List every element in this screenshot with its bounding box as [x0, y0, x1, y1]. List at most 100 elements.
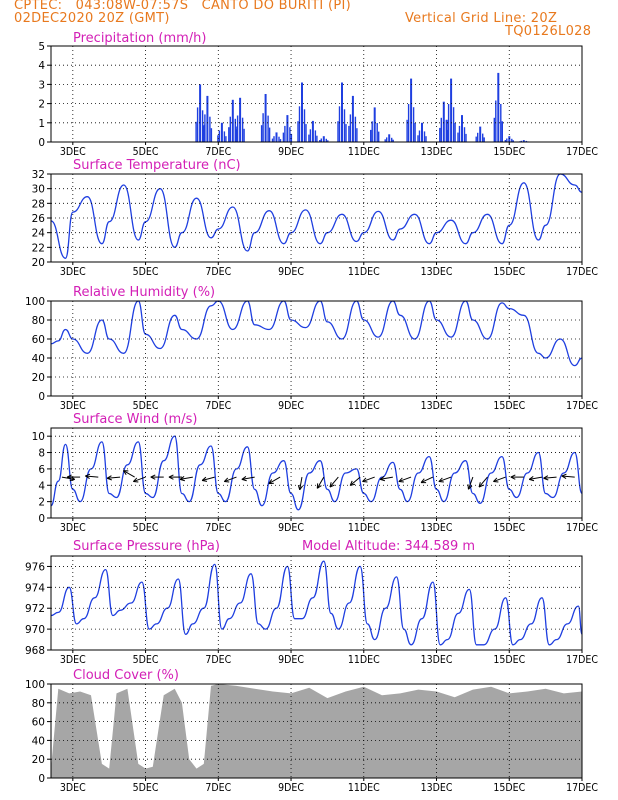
precip-bar — [412, 107, 415, 142]
x-tick-label: 13DEC — [421, 522, 453, 534]
precip-bar — [373, 107, 376, 142]
y-tick-label: 3 — [38, 79, 45, 91]
x-tick-label: 7DEC — [205, 782, 231, 794]
y-tick-label: 30 — [32, 184, 45, 196]
y-tick-label: 24 — [32, 228, 46, 240]
precip-bar — [418, 130, 421, 142]
x-tick-label: 11DEC — [348, 266, 380, 278]
y-tick-label: 26 — [32, 213, 46, 225]
x-tick-label: 13DEC — [421, 146, 453, 158]
y-tick-label: 6 — [38, 464, 45, 476]
precip-bar — [370, 129, 372, 142]
precip-bar — [501, 121, 503, 142]
y-tick-label: 968 — [25, 645, 45, 657]
precip-bar — [243, 128, 245, 142]
y-tick-label: 40 — [32, 735, 45, 747]
panel-pressure: 3DEC 5DEC 7DEC 9DEC 11DEC 13DEC 15DEC 17DEC 968 9… — [25, 539, 598, 666]
y-tick-label: 4 — [38, 60, 45, 72]
wind-arrow — [478, 476, 488, 488]
precip-bar — [508, 136, 511, 142]
precip-bar — [202, 125, 205, 142]
y-tick-label: 0 — [38, 137, 45, 149]
y-tick-label: 60 — [32, 717, 45, 729]
panel-frame — [50, 683, 583, 779]
x-tick-label: 5DEC — [133, 266, 159, 278]
precip-bar — [206, 95, 209, 142]
precip-bar — [284, 125, 286, 142]
precip-bar — [286, 115, 289, 142]
x-tick-label: 11DEC — [348, 400, 380, 412]
cloud-area — [51, 684, 582, 778]
x-tick-label: 13DEC — [421, 266, 453, 278]
y-tick-label: 80 — [32, 315, 45, 327]
wind-arrow — [398, 476, 412, 483]
panel-cloud: 3DEC 5DEC 7DEC 9DEC 11DEC 13DEC 15DEC 17DEC 0 20 4… — [25, 668, 598, 794]
precip-bar — [391, 137, 393, 142]
y-tick-label: 60 — [32, 334, 45, 346]
wind-arrow — [438, 476, 452, 483]
y-tick-label: 1 — [38, 118, 45, 130]
precip-bar — [236, 129, 238, 142]
precip-bar — [457, 132, 459, 142]
x-tick-label: 3DEC — [60, 400, 86, 412]
x-tick-label: 17DEC — [566, 522, 598, 534]
precip-bar — [209, 116, 211, 142]
y-tick-label: 22 — [32, 242, 45, 254]
header-date: 02DEC2020 20Z (GMT) — [14, 11, 170, 26]
panel-wind: 3DEC 5DEC 7DEC 9DEC 11DEC 13DEC 15DEC 17DEC 0 2 4 6… — [32, 412, 599, 534]
y-tick-label: 0 — [38, 391, 45, 403]
x-tick-label: 5DEC — [133, 146, 159, 158]
precip-bar — [354, 116, 357, 142]
wind-arrow — [561, 473, 575, 479]
wind-arrow — [420, 476, 434, 484]
precip-bar — [493, 117, 495, 142]
precip-bar — [314, 130, 317, 142]
precip-bar — [210, 128, 213, 142]
precip-bar — [343, 109, 346, 142]
pressure-subtitle: Model Altitude: 344.589 m — [302, 539, 475, 554]
y-tick-label: 80 — [32, 698, 45, 710]
panel-temp: 3DEC 5DEC 7DEC 9DEC 11DEC 13DEC 15DEC 17DEC 20 22… — [32, 158, 599, 278]
x-tick-label: 5DEC — [133, 400, 159, 412]
precip-bar — [311, 120, 314, 142]
precip-bar — [204, 114, 206, 142]
precip-bar — [319, 140, 321, 142]
precip-bar — [458, 125, 461, 142]
wind-arrow — [150, 474, 164, 480]
wind-arrow — [379, 476, 393, 482]
precip-bar — [199, 84, 202, 142]
precip-bar — [225, 136, 227, 142]
precip-bar — [275, 132, 278, 142]
precip-bar — [511, 138, 513, 142]
x-tick-label: 9DEC — [278, 782, 304, 794]
precip-bar — [407, 104, 410, 142]
wind-arrow — [268, 476, 281, 485]
precip-bar — [301, 82, 303, 142]
wind-line — [50, 435, 583, 511]
cloud-title: Cloud Cover (%) — [73, 668, 179, 683]
precip-bar — [273, 136, 275, 142]
precip-bar — [483, 137, 485, 142]
precip-bar — [235, 126, 237, 142]
x-tick-label: 7DEC — [205, 266, 231, 278]
pressure-title: Surface Pressure (hPa) — [73, 539, 220, 554]
precip-bar — [320, 138, 322, 142]
y-tick-label: 2 — [38, 99, 45, 111]
y-tick-label: 100 — [25, 679, 45, 691]
precip-bar — [231, 99, 234, 142]
x-tick-label: 15DEC — [493, 146, 525, 158]
header-station: CPTEC: 043:08W-07:57S CANTO DO BURITI (P… — [14, 0, 351, 13]
y-tick-label: 0 — [38, 773, 45, 785]
wind-arrow — [122, 470, 135, 478]
wind-arrow — [201, 476, 215, 482]
wind-arrow — [241, 476, 255, 482]
precip-bar — [348, 125, 350, 142]
rh-title: Relative Humidity (%) — [73, 285, 215, 300]
precip-bar — [378, 131, 380, 142]
wind-arrow — [85, 473, 99, 479]
precip-bar — [500, 104, 502, 142]
precip-bar — [195, 121, 197, 142]
x-tick-label: 7DEC — [205, 146, 231, 158]
precip-bar — [520, 140, 522, 142]
